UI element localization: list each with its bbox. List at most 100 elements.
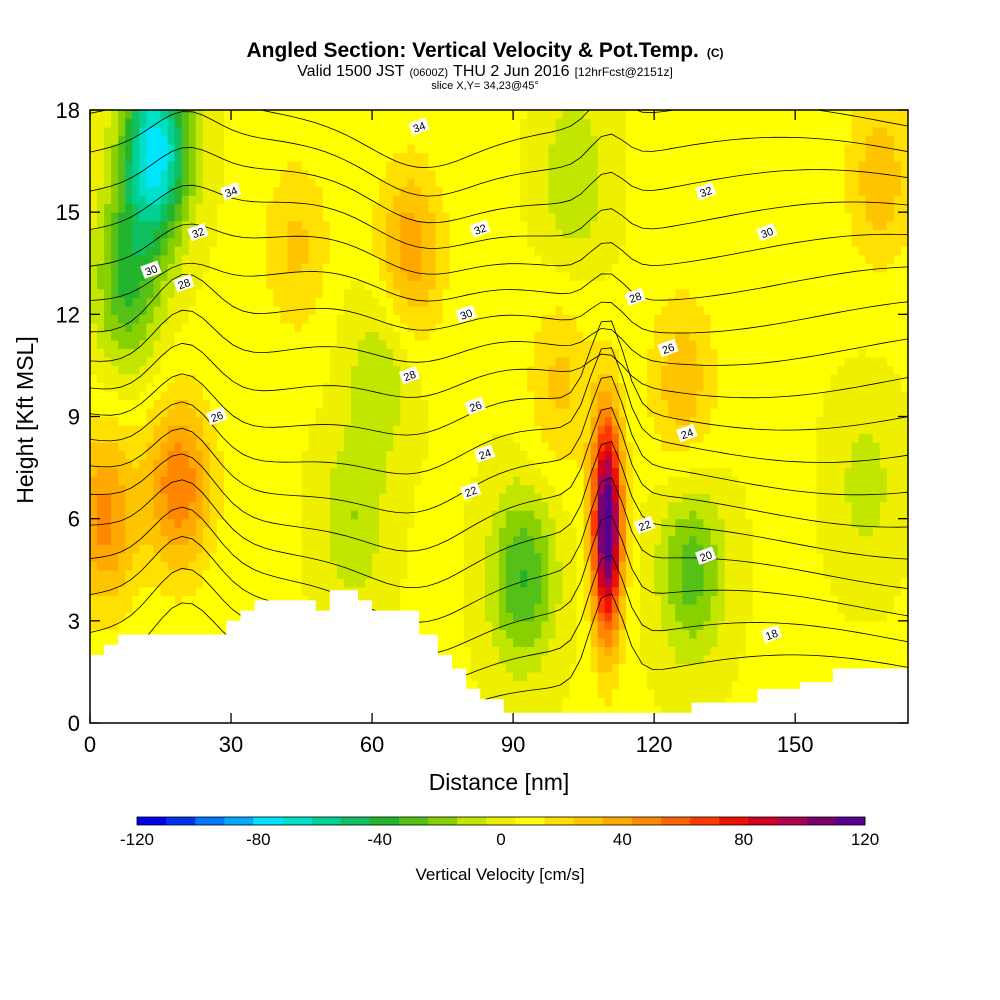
velocity-cell <box>569 484 578 494</box>
velocity-cell <box>506 518 514 528</box>
velocity-cell <box>238 110 246 120</box>
velocity-cell <box>386 280 394 290</box>
velocity-cell <box>259 169 267 179</box>
velocity-cell <box>167 178 176 188</box>
velocity-cell <box>231 544 239 554</box>
velocity-cell <box>153 322 162 332</box>
velocity-cell <box>513 314 521 324</box>
velocity-cell <box>400 569 408 579</box>
velocity-cell <box>555 467 564 477</box>
velocity-cell <box>400 382 408 392</box>
velocity-cell <box>449 629 458 639</box>
velocity-cell <box>541 186 549 196</box>
velocity-cell <box>111 161 119 171</box>
velocity-cell <box>104 178 112 188</box>
velocity-cell <box>132 620 140 630</box>
velocity-cell <box>336 212 345 222</box>
velocity-cell <box>132 578 140 588</box>
velocity-cell <box>294 195 303 205</box>
velocity-cell <box>548 280 557 290</box>
velocity-cell <box>153 425 162 435</box>
velocity-cell <box>400 476 408 486</box>
velocity-cell <box>125 467 133 477</box>
velocity-cell <box>167 348 176 358</box>
velocity-cell <box>534 671 542 682</box>
velocity-cell <box>118 476 126 486</box>
velocity-cell <box>252 416 260 426</box>
velocity-cell <box>259 127 267 137</box>
velocity-cell <box>294 203 303 213</box>
velocity-cell <box>562 544 571 554</box>
velocity-cell <box>442 195 451 205</box>
velocity-cell <box>379 348 387 358</box>
velocity-cell <box>548 688 557 699</box>
velocity-cell <box>195 501 204 511</box>
velocity-cell <box>491 322 500 332</box>
velocity-cell <box>555 510 564 520</box>
velocity-cell <box>287 186 296 196</box>
velocity-cell <box>125 595 133 605</box>
velocity-cell <box>477 382 486 392</box>
velocity-cell <box>513 544 521 554</box>
velocity-cell <box>506 467 514 477</box>
velocity-cell <box>160 331 169 341</box>
velocity-cell <box>181 161 190 171</box>
velocity-cell <box>491 356 500 367</box>
velocity-cell <box>435 195 444 205</box>
velocity-cell <box>322 314 331 324</box>
velocity-cell <box>548 220 557 230</box>
velocity-cell <box>146 578 155 588</box>
velocity-cell <box>506 705 514 716</box>
velocity-cell <box>541 705 549 716</box>
velocity-cell <box>562 578 571 588</box>
velocity-cell <box>329 212 338 222</box>
velocity-cell <box>379 382 387 392</box>
velocity-cell <box>491 671 500 682</box>
velocity-cell <box>104 339 112 349</box>
velocity-cell <box>357 442 366 452</box>
velocity-cell <box>111 254 119 264</box>
velocity-cell <box>477 646 486 656</box>
velocity-cell <box>273 178 281 188</box>
velocity-cell <box>541 288 549 298</box>
velocity-cell <box>548 459 557 469</box>
velocity-cell <box>513 433 521 443</box>
velocity-cell <box>322 501 331 511</box>
velocity-cell <box>223 254 232 264</box>
velocity-cell <box>365 195 373 205</box>
velocity-cell <box>421 595 430 605</box>
velocity-cell <box>97 203 105 213</box>
velocity-cell <box>125 246 133 256</box>
velocity-cell <box>449 654 458 665</box>
velocity-cell <box>379 603 387 613</box>
velocity-cell <box>442 186 451 196</box>
velocity-cell <box>442 433 451 443</box>
velocity-cell <box>386 237 394 247</box>
velocity-cell <box>569 671 578 682</box>
velocity-cell <box>414 467 423 477</box>
velocity-cell <box>499 348 507 358</box>
velocity-cell <box>372 544 380 554</box>
velocity-cell <box>118 212 126 222</box>
velocity-cell <box>223 271 232 281</box>
velocity-cell <box>160 161 169 171</box>
velocity-cell <box>499 569 507 579</box>
velocity-cell <box>273 476 281 486</box>
velocity-cell <box>97 237 105 247</box>
velocity-cell <box>365 442 373 452</box>
velocity-cell <box>111 407 119 418</box>
velocity-cell <box>287 399 296 409</box>
velocity-cell <box>527 339 535 349</box>
velocity-cell <box>153 152 162 162</box>
velocity-cell <box>132 220 140 230</box>
velocity-cell <box>118 433 126 443</box>
velocity-cell <box>294 382 303 392</box>
velocity-cell <box>146 373 155 384</box>
velocity-cell <box>223 322 232 332</box>
velocity-cell <box>202 629 211 639</box>
velocity-cell <box>223 586 232 596</box>
velocity-cell <box>449 476 458 486</box>
velocity-cell <box>301 144 310 154</box>
velocity-cell <box>294 493 303 503</box>
velocity-cell <box>315 220 324 230</box>
